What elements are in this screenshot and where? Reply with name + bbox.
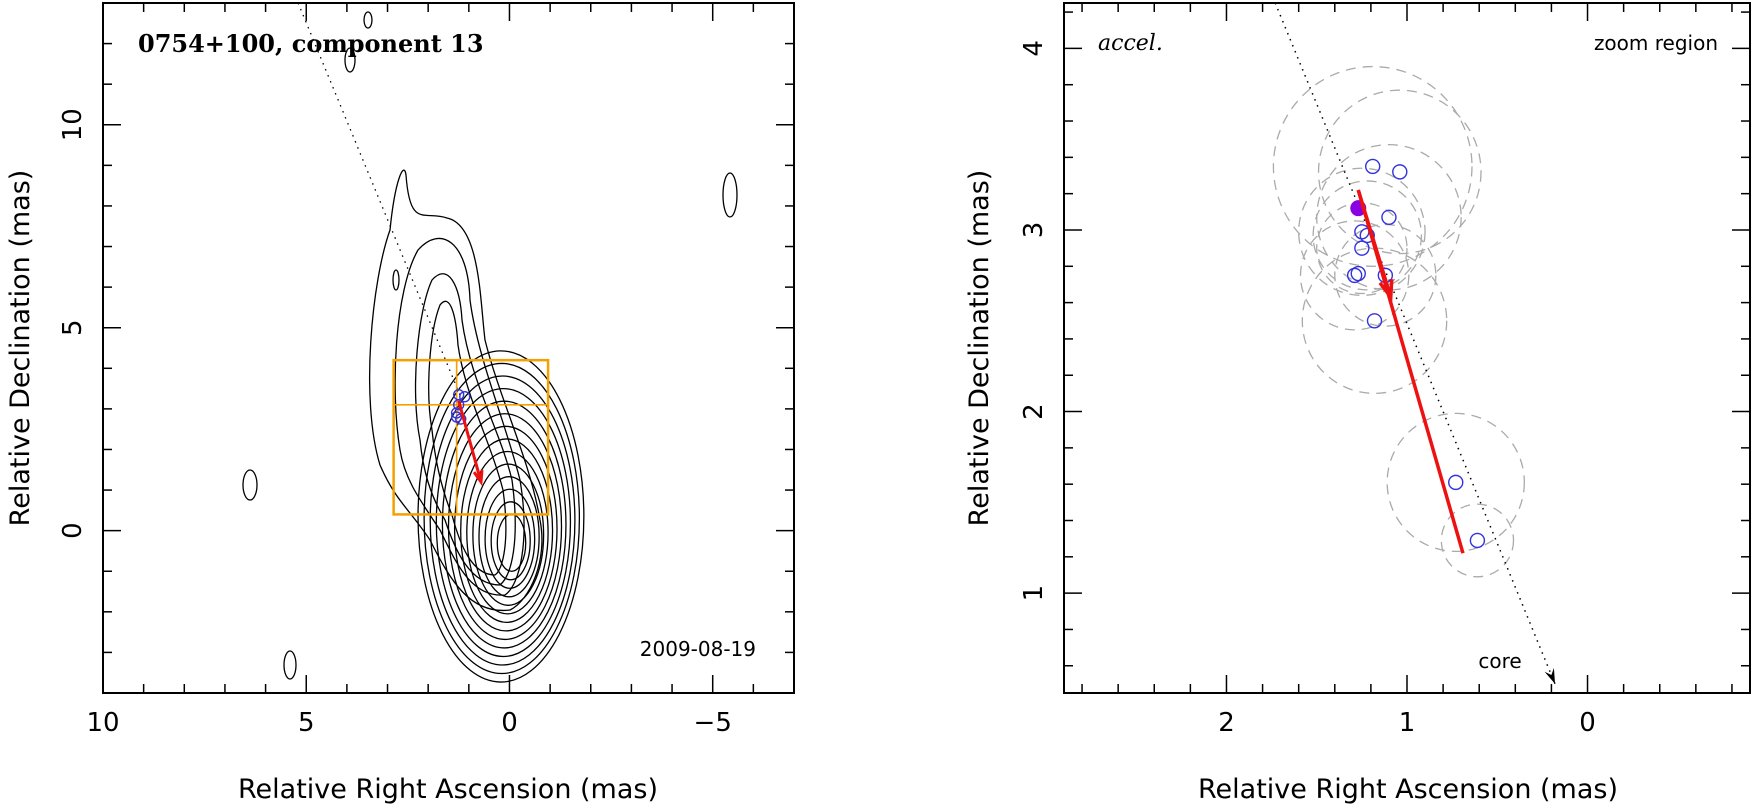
noise-contour	[344, 47, 356, 73]
core-contour	[423, 362, 581, 675]
component-position-point	[1350, 265, 1366, 282]
left-marks	[297, 3, 550, 516]
noise-contour	[722, 172, 738, 218]
y-tick-label: 3	[1019, 222, 1049, 239]
uncertainty-circle	[1298, 167, 1426, 296]
component-position-point	[1364, 158, 1381, 175]
uncertainty-circle	[1272, 65, 1473, 267]
left-title: 0754+100, component 13	[138, 29, 484, 58]
jet-contour	[368, 169, 543, 612]
jet-direction-line	[297, 3, 462, 397]
core-contour	[435, 387, 572, 658]
core-contour	[447, 413, 563, 641]
x-tick-label: 1	[1399, 708, 1416, 738]
contour-map	[242, 11, 738, 683]
noise-contour	[392, 269, 400, 291]
component-position-point	[1381, 209, 1397, 225]
right-title: accel.	[1098, 31, 1163, 56]
left-ticks	[102, 2, 795, 694]
noise-contour	[363, 11, 373, 29]
right-tick-labels: 2 1 0 1 2 3 4	[1019, 40, 1596, 738]
uncertainty-circle	[1317, 89, 1482, 255]
x-tick-label: 0	[1579, 708, 1596, 738]
x-tick-label: 5	[298, 708, 315, 738]
uncertainty-circle	[1312, 180, 1423, 291]
y-tick-label: 4	[1019, 40, 1049, 57]
core-contour	[484, 488, 536, 589]
noise-contour	[283, 650, 297, 680]
uncertainty-circle	[1316, 143, 1462, 291]
noise-contour	[242, 469, 258, 501]
left-tick-labels: 10 5 0 −5 0 5 10	[58, 108, 732, 738]
uncertainty-circle	[1440, 503, 1515, 578]
right-ticks	[1064, 3, 1750, 693]
y-tick-label: 5	[58, 319, 88, 336]
zoom-region-box	[392, 358, 550, 516]
right-plot-frame	[1063, 2, 1751, 694]
component-position-point	[1354, 240, 1370, 256]
uncertainty-circle	[1299, 220, 1410, 331]
velocity-arrow	[457, 400, 483, 483]
left-plot-frame	[102, 2, 795, 694]
acceleration-arrow-head	[1378, 279, 1394, 303]
jet-contour	[394, 237, 525, 596]
component-position-point	[1448, 474, 1464, 491]
y-tick-label: 10	[58, 108, 88, 141]
velocity-arrow-head	[472, 469, 484, 487]
component-position-point	[1392, 164, 1408, 180]
core-contour	[472, 463, 545, 606]
jet-contour	[414, 273, 516, 586]
component-position-point	[1366, 313, 1383, 329]
y-tick-label: 1	[1019, 585, 1049, 602]
right-marks: core	[1272, 3, 1556, 685]
uncertainty-circle	[1386, 412, 1525, 553]
x-tick-label: −5	[694, 708, 732, 738]
core-contour	[417, 350, 585, 683]
core-contour	[460, 438, 554, 624]
left-epoch-label: 2009-08-19	[640, 637, 756, 661]
core-contour	[478, 476, 540, 598]
component-position-point	[459, 391, 471, 403]
core-direction-arrowhead	[1544, 667, 1556, 684]
y-tick-label: 0	[58, 522, 88, 539]
uncertainty-circle	[1301, 247, 1448, 395]
y-tick-label: 2	[1019, 403, 1049, 420]
left-x-axis-title: Relative Right Ascension (mas)	[238, 774, 658, 805]
right-y-axis-title: Relative Declination (mas)	[964, 170, 995, 527]
right-panel: core 2 1 0 1 2 3 4 accel. zoom region Relative…	[964, 2, 1751, 805]
right-subtitle: zoom region	[1594, 31, 1718, 55]
component-position-point	[452, 388, 465, 401]
x-tick-label: 2	[1218, 708, 1235, 738]
uncertainty-circle	[1334, 223, 1437, 327]
core-contour	[466, 450, 549, 615]
x-tick-label: 0	[501, 708, 518, 738]
core-label: core	[1478, 649, 1521, 673]
component-position-point	[1359, 227, 1375, 244]
core-contour	[429, 375, 576, 666]
right-x-axis-title: Relative Right Ascension (mas)	[1198, 774, 1618, 805]
acceleration-arrow	[1356, 189, 1393, 298]
jet-direction-line	[1274, 3, 1556, 685]
core-contour	[490, 501, 531, 581]
left-y-axis-title: Relative Declination (mas)	[5, 170, 36, 527]
left-panel: 10 5 0 −5 0 5 10 0754+100, component 13 2009-0…	[5, 2, 795, 805]
core-contour	[453, 425, 558, 632]
component-position-point	[1469, 532, 1486, 549]
x-tick-label: 10	[86, 708, 119, 738]
